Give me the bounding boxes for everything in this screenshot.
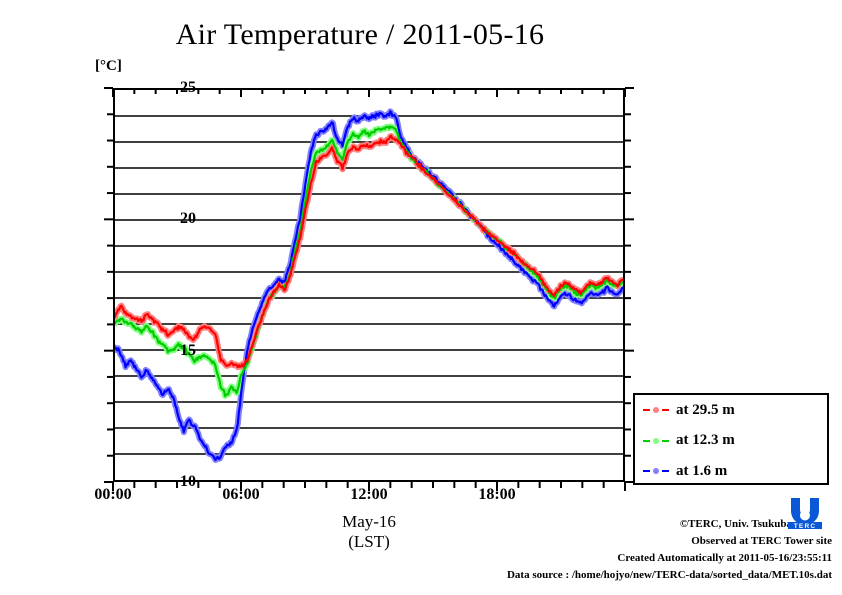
y-axis-tick-label: 15: [180, 341, 196, 359]
legend-label-1: at 12.3 m: [676, 432, 735, 449]
legend-label-2: at 1.6 m: [676, 462, 728, 479]
plot-area: [113, 88, 625, 482]
y-axis-tick-label: 10: [180, 473, 196, 490]
legend-label-0: at 29.5 m: [676, 401, 735, 418]
x-axis-tick-label: 18:00: [478, 486, 516, 503]
legend-line-sample-icon: [643, 435, 669, 447]
legend: at 29.5 m at 12.3 m at 1.6 m: [633, 393, 829, 485]
chart-title: Air Temperature / 2011-05-16: [175, 18, 545, 51]
y-axis-tick-label: 25: [180, 79, 196, 96]
x-axis-tick-label: 00:00: [94, 486, 132, 503]
x-axis-title-line1: May-16: [342, 512, 396, 531]
footer-data-source: Data source : /home/hojyo/new/TERC-data/…: [506, 569, 832, 581]
legend-item-2[interactable]: at 1.6 m: [635, 456, 827, 487]
legend-item-1[interactable]: at 12.3 m: [635, 426, 827, 457]
footer-copyright: ©TERC, Univ. Tsukuba: [679, 518, 792, 530]
terc-logo-icon: TERC: [788, 498, 822, 529]
y-axis-tick-label: 20: [180, 210, 196, 228]
legend-item-0[interactable]: at 29.5 m: [635, 395, 827, 426]
x-axis-tick-label: 12:00: [350, 486, 388, 503]
footer-observed-at: Observed at TERC Tower site: [691, 535, 832, 547]
x-axis-title-line2: (LST): [348, 531, 390, 551]
legend-line-sample-icon: [643, 465, 669, 477]
legend-line-sample-icon: [643, 404, 669, 416]
x-axis-tick-label: 06:00: [222, 486, 260, 503]
footer-created-at: Created Automatically at 2011-05-16/23:5…: [617, 552, 832, 564]
svg-text:TERC: TERC: [794, 523, 817, 529]
x-axis-title: May-16 (LST): [273, 512, 465, 551]
y-axis-unit-label: [°C]: [95, 58, 122, 74]
plot-svg: [115, 108, 623, 463]
